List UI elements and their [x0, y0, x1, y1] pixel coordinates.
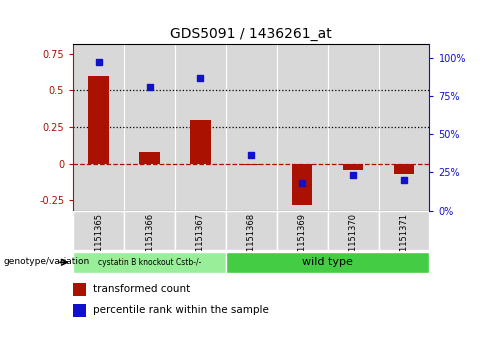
FancyBboxPatch shape: [175, 211, 226, 250]
Text: GSM1151367: GSM1151367: [196, 212, 205, 269]
FancyBboxPatch shape: [124, 211, 175, 250]
Bar: [88, 76, 109, 164]
Bar: [140, 152, 160, 164]
FancyBboxPatch shape: [226, 252, 429, 273]
Point: [197, 75, 204, 81]
Point: [349, 172, 357, 178]
Bar: [394, 164, 414, 174]
Text: GSM1151366: GSM1151366: [145, 212, 154, 269]
Point: [95, 59, 102, 65]
Point: [298, 180, 306, 186]
Text: GSM1151371: GSM1151371: [400, 212, 408, 269]
Text: cystatin B knockout Cstb-/-: cystatin B knockout Cstb-/-: [98, 258, 201, 267]
Text: GSM1151365: GSM1151365: [94, 212, 103, 269]
Text: GSM1151368: GSM1151368: [247, 212, 256, 269]
Bar: [241, 164, 262, 165]
FancyBboxPatch shape: [226, 211, 277, 250]
Point: [247, 152, 255, 158]
FancyBboxPatch shape: [73, 252, 226, 273]
Point: [145, 84, 153, 90]
FancyBboxPatch shape: [327, 211, 379, 250]
Bar: [343, 164, 363, 170]
Bar: [73, 304, 86, 317]
FancyBboxPatch shape: [277, 211, 327, 250]
Bar: [190, 120, 211, 164]
Title: GDS5091 / 1436261_at: GDS5091 / 1436261_at: [170, 27, 332, 41]
Bar: [292, 164, 312, 205]
Text: transformed count: transformed count: [93, 285, 190, 294]
Text: GSM1151370: GSM1151370: [348, 212, 358, 269]
Text: wild type: wild type: [302, 257, 353, 267]
Text: genotype/variation: genotype/variation: [4, 257, 90, 266]
Point: [400, 177, 408, 183]
FancyBboxPatch shape: [379, 211, 429, 250]
Bar: [73, 283, 86, 296]
Text: GSM1151369: GSM1151369: [298, 212, 307, 269]
Text: percentile rank within the sample: percentile rank within the sample: [93, 305, 269, 315]
FancyBboxPatch shape: [73, 211, 124, 250]
